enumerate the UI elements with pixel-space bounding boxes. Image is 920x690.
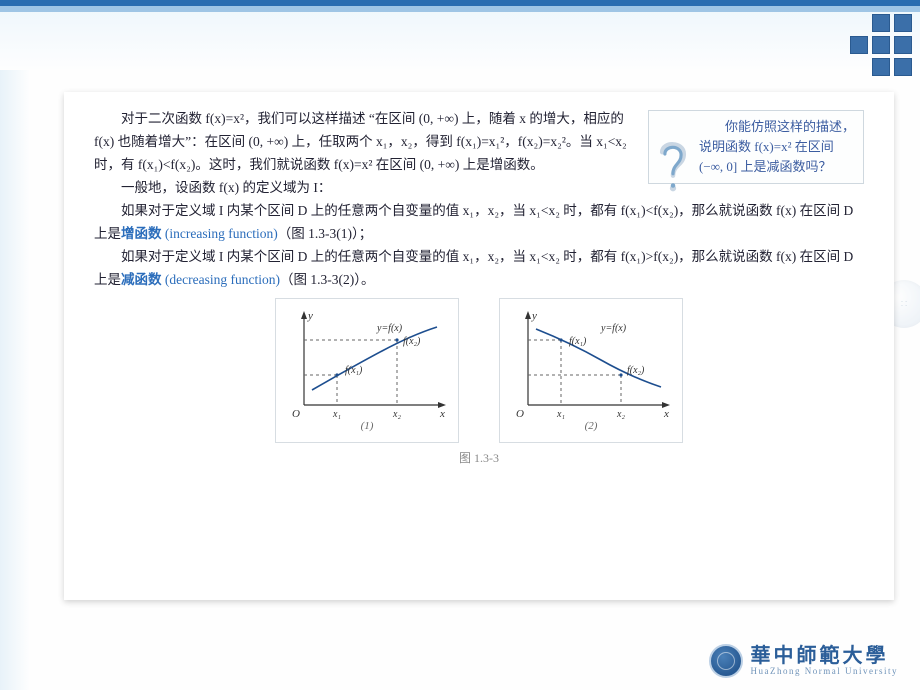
- term-increasing: 增函数: [121, 226, 162, 241]
- svg-text:x₁: x₁: [556, 409, 565, 420]
- svg-text:x: x: [439, 408, 445, 420]
- svg-text:O: O: [516, 408, 524, 420]
- svg-text:x₂: x₂: [616, 409, 625, 420]
- svg-text:x₂: x₂: [392, 409, 401, 420]
- svg-text:x: x: [663, 408, 669, 420]
- paragraph-increasing: 如果对于定义域 I 内某个区间 D 上的任意两个自变量的值 x₁，x₂，当 x₁…: [94, 200, 864, 246]
- svg-text:f(x₂): f(x₂): [403, 336, 421, 347]
- svg-text:y=f(x): y=f(x): [376, 323, 403, 334]
- university-logo: 華中師範大學 HuaZhong Normal University: [709, 644, 898, 678]
- svg-text:f(x₁): f(x₁): [569, 336, 587, 347]
- figure-caption: 图 1.3-3: [94, 449, 864, 466]
- university-name-cn: 華中師範大學: [751, 646, 898, 667]
- header-substripe: [0, 6, 920, 12]
- p3-text-b: （图 1.3-3(1)）；: [278, 226, 373, 241]
- figure-1: y x Oy=f(x) x₁ x₂ f(x₁) f(x₂) (1): [275, 298, 459, 443]
- university-name: 華中師範大學 HuaZhong Normal University: [751, 646, 898, 676]
- svg-text:f(x₁): f(x₁): [345, 365, 363, 376]
- university-seal-icon: [709, 644, 743, 678]
- margin-question-box: 你能仿照这样的描述，说明函数 f(x)=x² 在区间 (−∞, 0] 上是减函数…: [648, 110, 864, 184]
- figure-1-svg: y x Oy=f(x) x₁ x₂ f(x₁) f(x₂) (1): [282, 305, 452, 435]
- svg-text:O: O: [292, 408, 300, 420]
- main-panel: 你能仿照这样的描述，说明函数 f(x)=x² 在区间 (−∞, 0] 上是减函数…: [64, 92, 894, 600]
- term-increasing-en: (increasing function): [162, 226, 278, 241]
- svg-text:f(x₂): f(x₂): [627, 365, 645, 376]
- question-mark-icon: [655, 135, 691, 209]
- corner-decor: [828, 14, 912, 76]
- figure-2: y x Oy=f(x) x₁ x₂ f(x₁) f(x₂) (2): [499, 298, 683, 443]
- term-decreasing: 减函数: [121, 272, 162, 287]
- paragraph-decreasing: 如果对于定义域 I 内某个区间 D 上的任意两个自变量的值 x₁，x₂，当 x₁…: [94, 246, 864, 292]
- svg-text:(2): (2): [585, 420, 598, 432]
- svg-text:(1): (1): [361, 420, 374, 432]
- svg-text:y: y: [531, 310, 537, 322]
- university-name-en: HuaZhong Normal University: [751, 667, 898, 676]
- term-decreasing-en: (decreasing function): [162, 272, 280, 287]
- figure-2-svg: y x Oy=f(x) x₁ x₂ f(x₁) f(x₂) (2): [506, 305, 676, 435]
- p4-text-b: （图 1.3-3(2)）。: [280, 272, 375, 287]
- svg-text:y: y: [307, 310, 313, 322]
- margin-question-text: 你能仿照这样的描述，说明函数 f(x)=x² 在区间 (−∞, 0] 上是减函数…: [699, 117, 855, 177]
- svg-text:y=f(x): y=f(x): [600, 323, 627, 334]
- figure-row: y x Oy=f(x) x₁ x₂ f(x₁) f(x₂) (1) y x Oy=f(x) x₁ x₂…: [94, 298, 864, 443]
- svg-text:x₁: x₁: [332, 409, 341, 420]
- left-gradient: [0, 70, 30, 690]
- footer: 華中師範大學 HuaZhong Normal University: [0, 628, 920, 682]
